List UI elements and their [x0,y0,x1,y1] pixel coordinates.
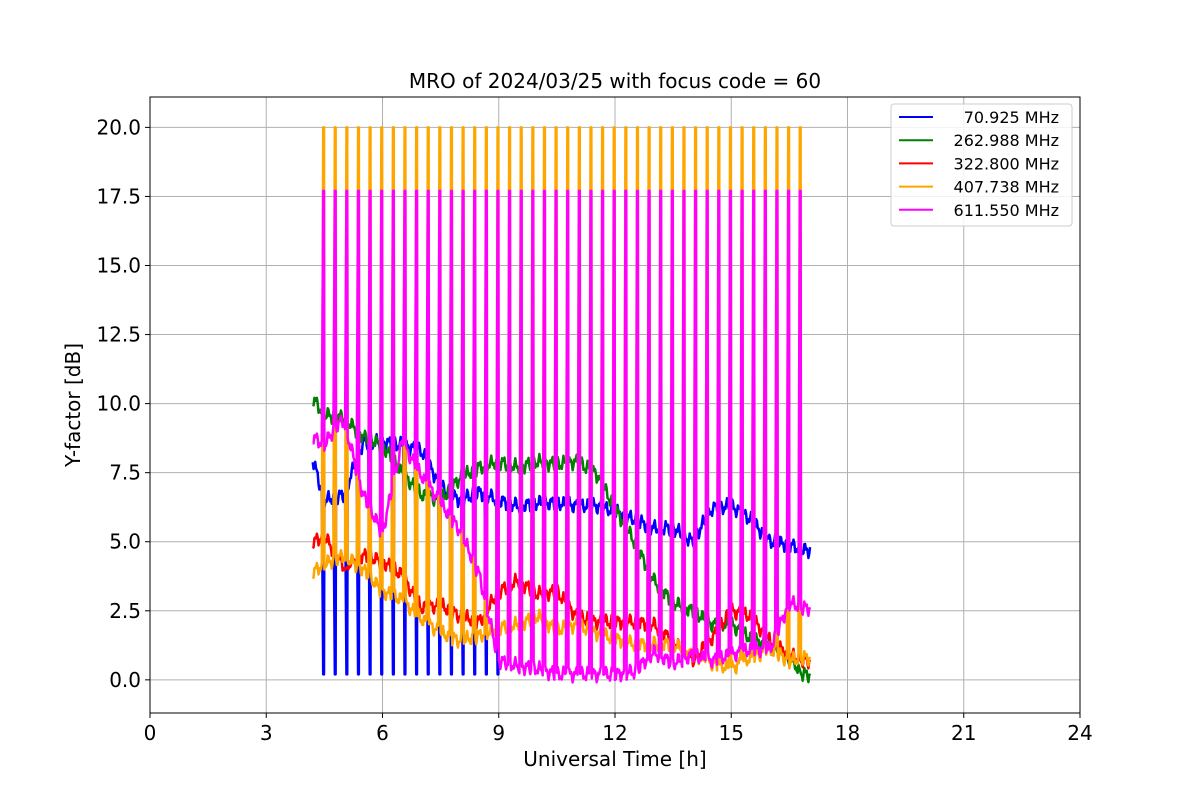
x-tick-label: 18 [835,721,860,745]
series-line [311,126,812,675]
y-tick-label: 2.5 [109,599,141,623]
y-tick-label: 7.5 [109,461,141,485]
y-tick-label: 5.0 [109,530,141,554]
series-line [312,189,812,684]
x-tick-label: 24 [1067,721,1092,745]
x-tick-label: 9 [492,721,505,745]
y-tick-label: 17.5 [96,184,141,208]
y-tick-label: 20.0 [96,115,141,139]
series-layer [311,126,812,684]
series-line [311,532,812,670]
x-tick-label: 0 [144,721,157,745]
x-tick-label: 15 [719,721,744,745]
legend-box [890,103,1073,227]
series-line [311,396,812,684]
chart-title: MRO of 2024/03/25 with focus code = 60 [409,69,821,93]
legend-label: 407.738 MHz [954,178,1059,197]
legend-label: 322.800 MHz [954,154,1059,173]
legend: 70.925 MHz 262.988 MHz 322.800 MHz 407.738 … [890,103,1073,227]
x-tick-label: 6 [376,721,389,745]
legend-label: 611.550 MHz [954,201,1059,220]
x-tick-label: 3 [260,721,273,745]
series-line [311,432,812,676]
y-tick-label: 10.0 [96,392,141,416]
y-tick-label: 15.0 [96,254,141,278]
y-axis-title: Y-factor [dB] [61,343,85,468]
legend-label: 262.988 MHz [954,131,1059,150]
x-tick-label: 21 [951,721,976,745]
legend-label: 70.925 MHz [964,108,1059,127]
axis-ticks: 0 3 6 9 12 15 18 21 24 0.0 2.5 5.0 7.5 10.0 12.5 15.0 17… [96,115,1092,745]
y-tick-label: 0.0 [109,668,141,692]
y-tick-label: 12.5 [96,323,141,347]
x-tick-label: 12 [602,721,627,745]
x-axis-title: Universal Time [h] [523,747,706,771]
